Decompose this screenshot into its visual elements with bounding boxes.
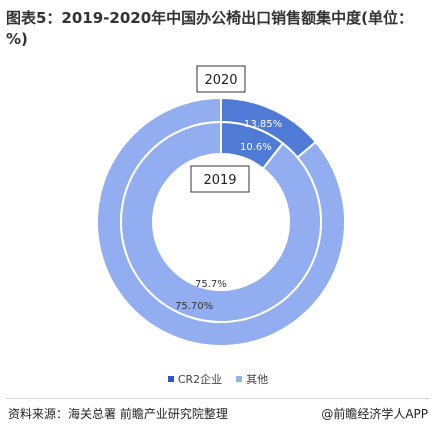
slice-label-2019-cr2: 10.6% [240,142,272,153]
footer-divider [6,398,430,399]
legend-label-cr2: CR2企业 [177,373,223,386]
legend: CR2企业 其他 [0,371,436,387]
ring-tags: 2020 2019 [190,65,250,193]
legend-item-other: 其他 [236,371,268,387]
ring-tag-label-2020: 2020 [204,73,237,88]
ring-tag-label-2019: 2019 [203,173,236,188]
legend-item-cr2: CR2企业 [167,371,223,387]
chart-title: 图表5：2019-2020年中国办公椅出口销售额集中度(单位：%) [6,9,414,48]
slice-label-2020-cr2: 13.85% [244,119,282,130]
legend-swatch-cr2 [167,376,174,382]
credit-note: @前瞻经济学人APP [321,407,428,421]
legend-swatch-other [236,376,243,382]
ring-tag-box-2019 [190,165,250,193]
slice-2019-other [120,120,322,323]
donut-rings [96,96,346,347]
source-note: 资料来源：海关总署 前瞻产业研究院整理 [8,407,228,421]
slice-labels: 13.85% 75.70% 10.6% 75.7% [175,119,282,312]
slice-label-2019-other: 75.7% [195,279,227,290]
ring-tag-box-2020 [196,65,246,93]
slice-label-2020-other: 75.70% [175,301,213,312]
legend-label-other: 其他 [246,373,269,386]
